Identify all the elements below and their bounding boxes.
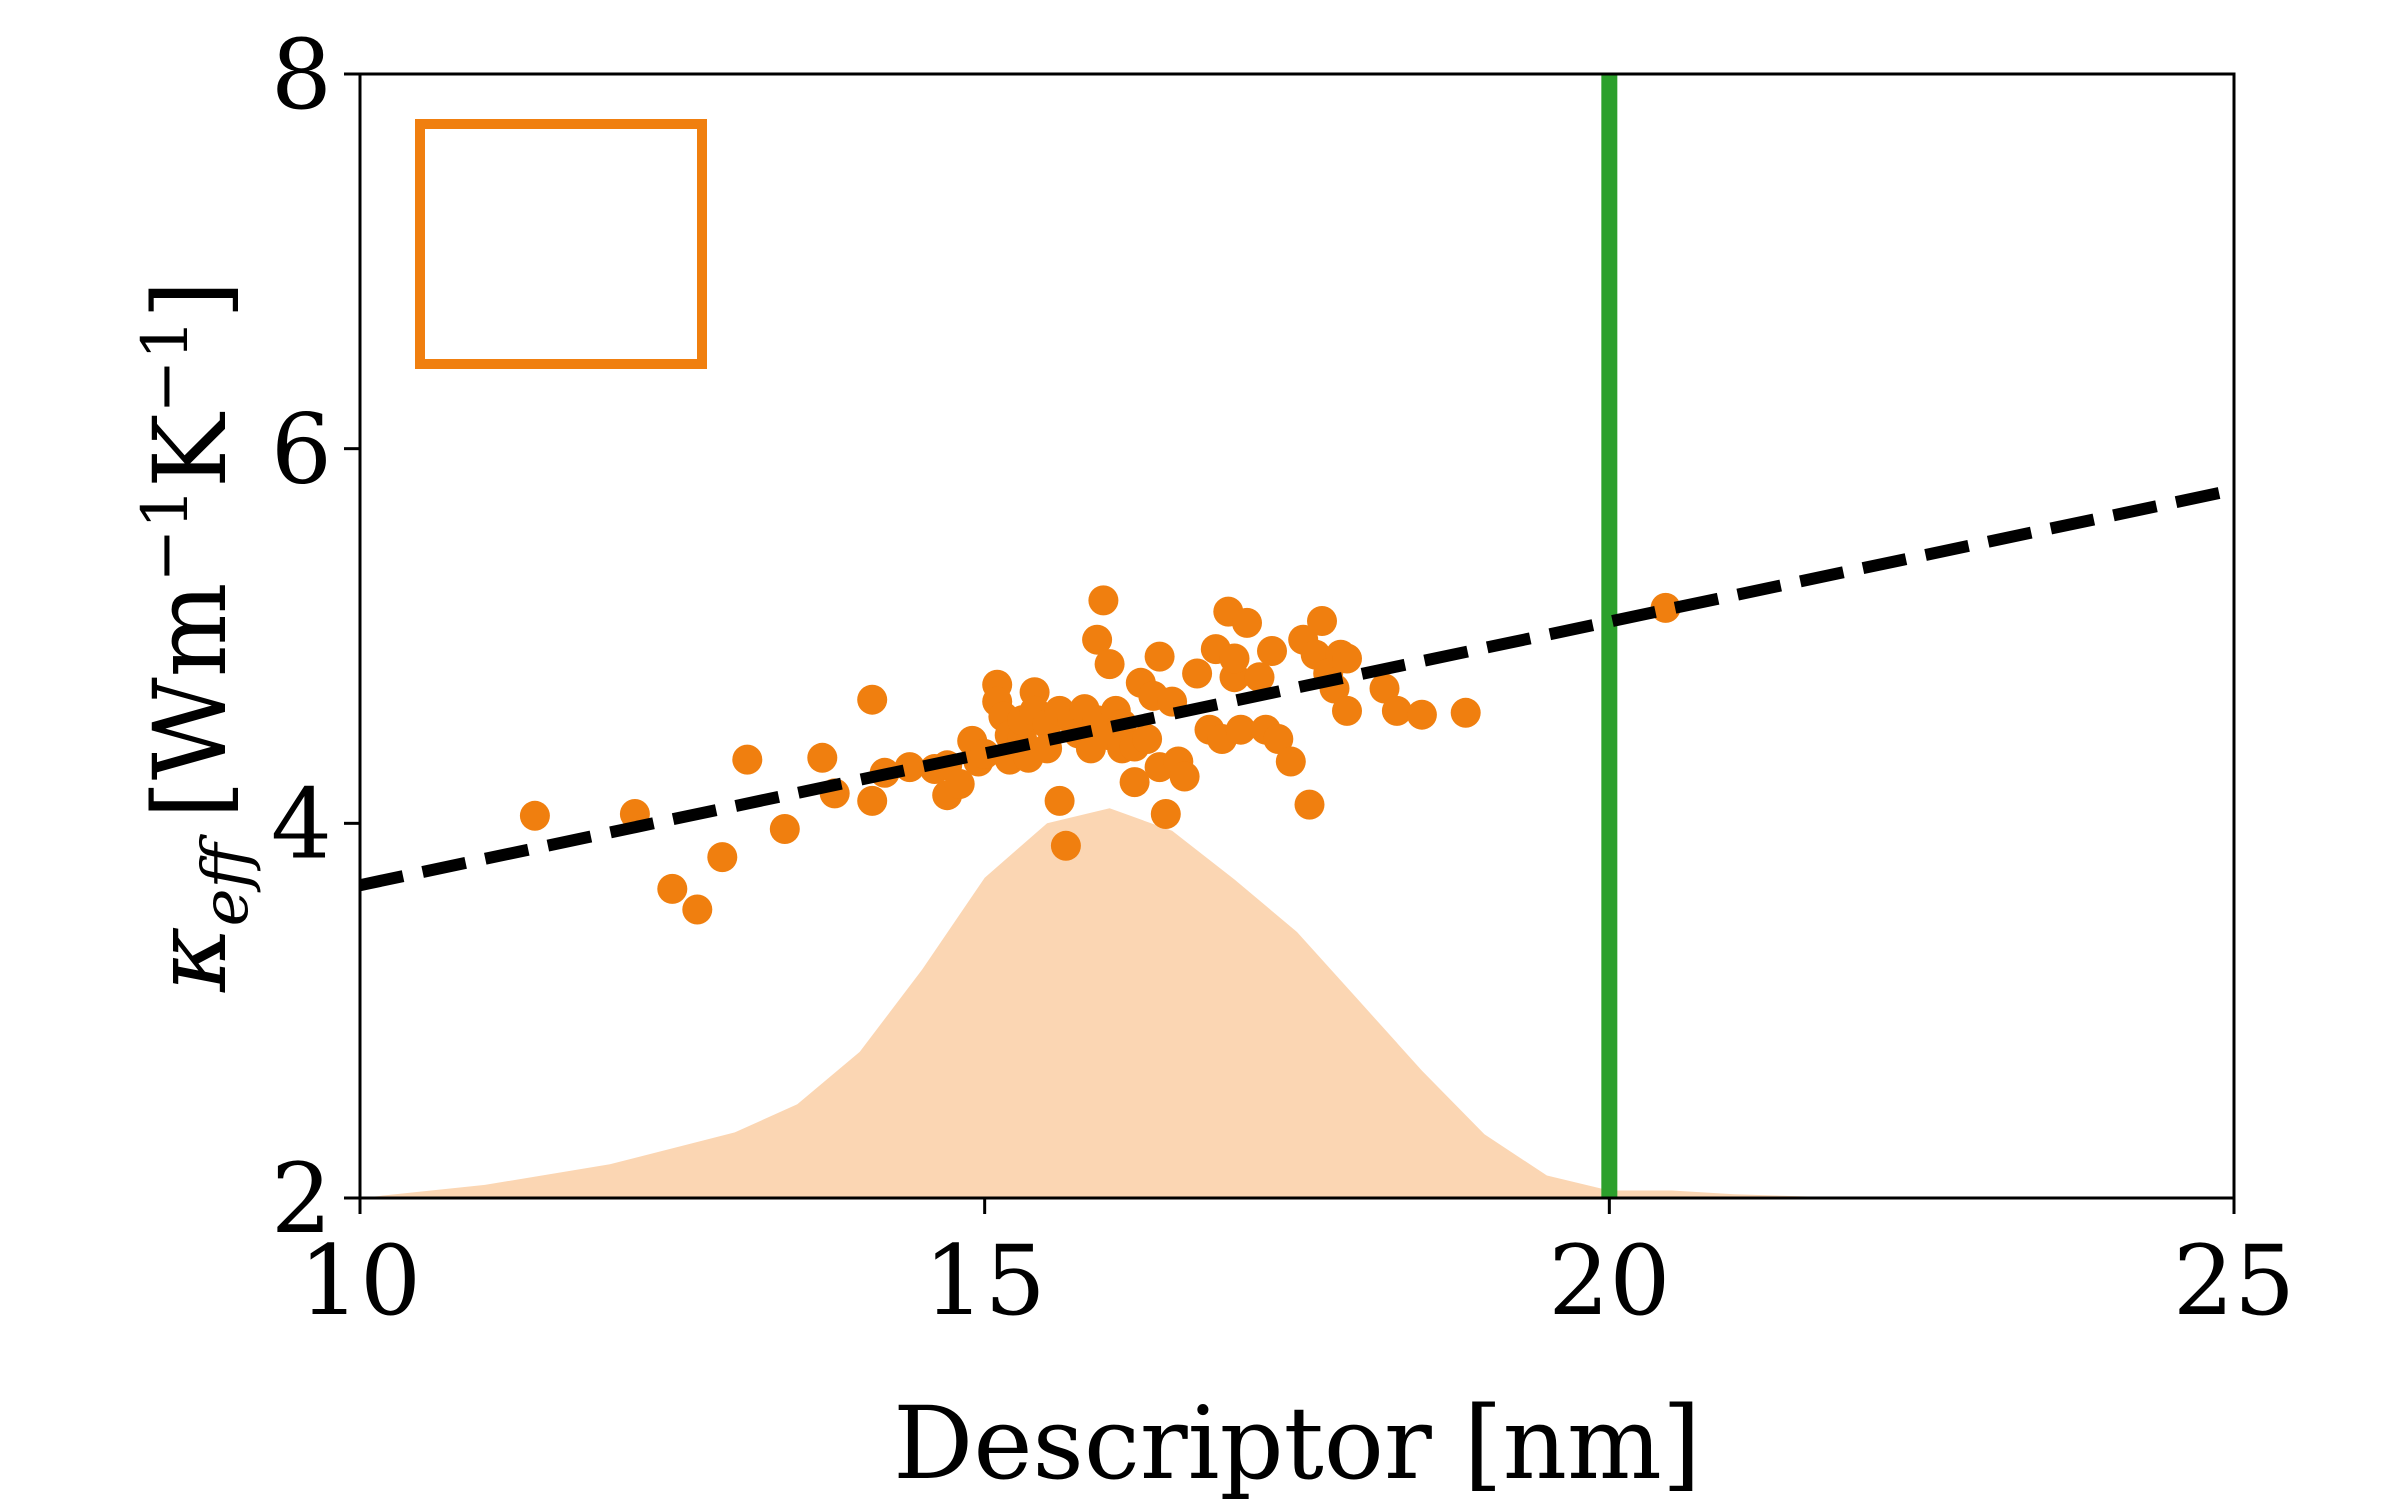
svg-text:κeff[Wm−1K−1]: κeff[Wm−1K−1] <box>129 280 263 993</box>
scatter-point <box>1119 767 1150 798</box>
scatter-point <box>1406 699 1437 730</box>
scatter-point <box>807 742 838 773</box>
scatter-point <box>769 814 800 844</box>
x-tick-label: 15 <box>924 1225 1046 1337</box>
y-tick-label: 2 <box>271 1143 332 1255</box>
plot-area <box>358 74 2236 1198</box>
scatter-point <box>682 894 713 925</box>
y-tick-label: 6 <box>271 394 332 506</box>
scatter-point <box>1082 624 1113 655</box>
scatter-point <box>857 785 888 816</box>
scatter-point <box>1044 785 1075 816</box>
axis-ticks: 10 15 20 25 2 4 6 8 <box>271 19 2295 1337</box>
scatter-point <box>1244 662 1275 693</box>
scatter-point <box>1132 724 1163 754</box>
y-axis-symbol: κ <box>132 926 249 993</box>
scatter-point <box>519 800 550 831</box>
scatter-point <box>1094 649 1125 680</box>
y-axis-unit-open: [Wm <box>132 583 249 820</box>
scatter-point <box>1169 761 1200 792</box>
scatter-point <box>657 873 688 904</box>
scatter-point <box>1650 592 1681 623</box>
legend-box <box>415 119 707 369</box>
fit-line <box>358 484 2236 892</box>
plot-frame <box>358 72 2236 1200</box>
scatter-point <box>1088 585 1119 616</box>
scatter-point <box>1150 799 1181 829</box>
scatter-point <box>1332 643 1362 674</box>
scatter-point <box>1225 714 1256 745</box>
scatter-point <box>1307 606 1337 636</box>
scatter-point <box>1219 643 1250 674</box>
scatter-point <box>1450 697 1481 728</box>
y-tick-label: 8 <box>271 19 332 131</box>
y-axis-subscript: eff <box>189 833 263 926</box>
scatter-point <box>1332 695 1362 726</box>
y-axis-unit-close: ] <box>132 280 249 319</box>
scatter-point <box>732 744 763 775</box>
scatter-point <box>1369 673 1400 704</box>
x-tick-label: 20 <box>1548 1225 1670 1337</box>
scatter-point <box>857 684 888 715</box>
y-axis-unit-exp2: −1 <box>129 319 203 413</box>
scatter-point <box>1381 695 1412 726</box>
scatter-point <box>1263 724 1294 754</box>
scatter-point <box>1257 636 1287 666</box>
scatter-point <box>1294 789 1325 820</box>
scatter-point <box>1232 607 1262 638</box>
scatter-point <box>1144 641 1175 672</box>
y-axis-unit-exp1: −1 <box>129 488 203 582</box>
scatter-point <box>1275 746 1306 777</box>
scatter-point <box>944 769 975 799</box>
x-axis-label: Descriptor [nm] <box>893 1385 1701 1500</box>
scatter-point <box>1050 830 1081 861</box>
y-axis-unit-mid: K <box>132 411 249 488</box>
x-tick-label: 10 <box>299 1225 421 1337</box>
y-axis-label: κeff[Wm−1K−1] <box>129 280 263 993</box>
scatter-point <box>707 842 738 873</box>
density-area <box>360 808 2234 1198</box>
scatter-point <box>1182 658 1213 689</box>
y-tick-label: 4 <box>271 768 332 880</box>
x-tick-label: 25 <box>2173 1225 2295 1337</box>
